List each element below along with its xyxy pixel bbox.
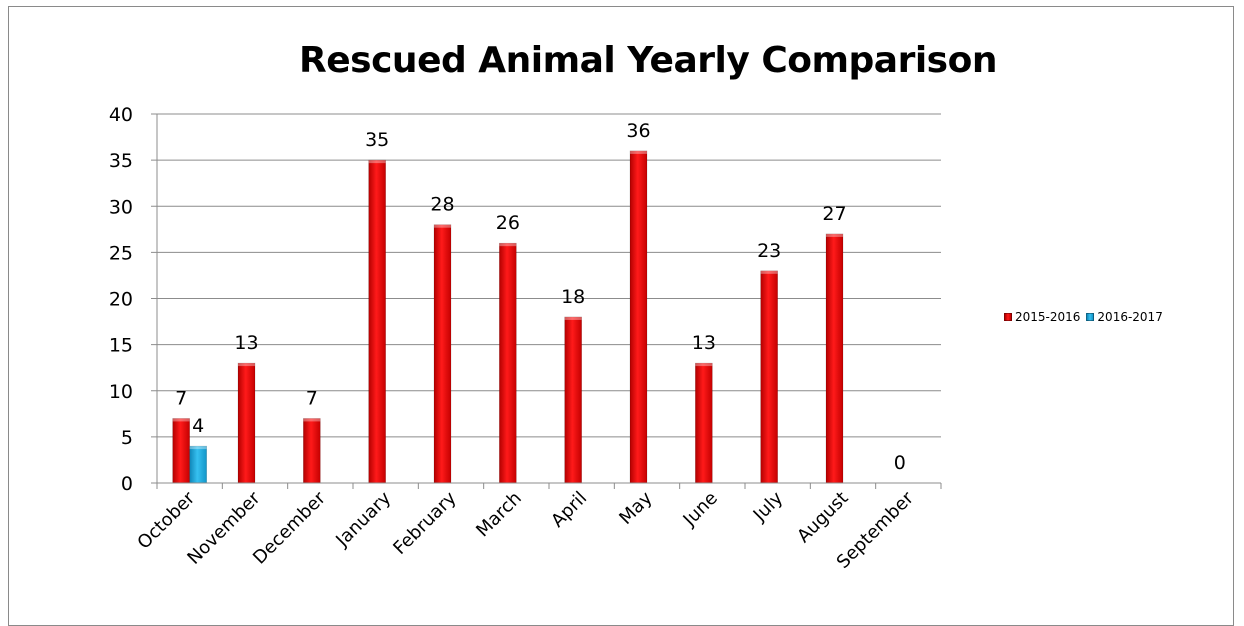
y-tick-label: 35 <box>109 150 133 172</box>
x-tick-label: May <box>615 487 656 528</box>
y-tick-label: 0 <box>121 473 133 495</box>
legend-item-series-2: 2016-2017 <box>1086 310 1163 324</box>
bar-highlight <box>760 270 778 274</box>
bar-series-1 <box>433 224 452 484</box>
x-tick-label: June <box>679 488 722 531</box>
y-tick-label: 15 <box>109 335 133 357</box>
legend-label-series-2: 2016-2017 <box>1097 310 1163 324</box>
x-tick-label: August <box>793 488 852 547</box>
data-label-series-1: 35 <box>365 129 389 151</box>
y-tick-label: 10 <box>109 381 133 403</box>
bar-series-1 <box>368 159 386 484</box>
y-axis-ticks: 0 5 10 15 20 25 30 35 40 <box>109 104 157 495</box>
bar-highlight <box>189 446 207 450</box>
data-label-series-2: 4 <box>192 415 204 437</box>
bar-highlight <box>826 233 843 237</box>
bar-highlight <box>434 224 451 228</box>
gridlines <box>157 113 941 438</box>
data-label-series-1: 36 <box>626 120 650 142</box>
y-tick-label: 5 <box>121 427 133 449</box>
data-label-series-1: 0 <box>894 452 906 474</box>
data-label-series-1: 7 <box>306 387 318 409</box>
data-label-series-1: 26 <box>496 212 520 234</box>
data-label-series-1: 18 <box>561 286 585 308</box>
bars <box>172 150 844 484</box>
bar-highlight <box>564 316 582 320</box>
legend-label-series-1: 2015-2016 <box>1015 310 1081 324</box>
bar-series-1 <box>499 242 517 484</box>
y-tick-label: 30 <box>109 196 133 218</box>
bar-series-1 <box>303 418 321 484</box>
data-label-series-1: 23 <box>757 240 781 262</box>
chart-frame <box>8 6 1234 626</box>
bar-series-1 <box>237 362 256 484</box>
data-label-series-1: 28 <box>430 194 454 216</box>
x-tick-label: October <box>133 487 199 553</box>
legend: 2015-2016 2016-2017 <box>1004 310 1169 324</box>
bar-series-1 <box>564 316 582 484</box>
y-tick-label: 40 <box>109 104 133 126</box>
bar-series-1 <box>760 270 778 484</box>
y-tick-label: 25 <box>109 242 133 264</box>
data-label-series-1: 7 <box>175 387 187 409</box>
x-tick-label: July <box>749 487 788 526</box>
data-label-series-1: 13 <box>692 332 716 354</box>
y-tick-label: 20 <box>109 289 133 311</box>
x-tick-label: February <box>389 487 460 558</box>
bar-highlight <box>172 418 190 422</box>
bar-highlight <box>303 418 321 422</box>
chart-title: Rescued Animal Yearly Comparison <box>299 40 997 81</box>
data-labels: 7 13 7 35 28 26 18 36 13 23 27 0 4 <box>175 120 906 474</box>
bar-highlight <box>630 150 647 154</box>
bar-highlight <box>238 363 255 367</box>
bar-highlight <box>368 160 386 164</box>
bar-highlight <box>695 363 713 367</box>
legend-item-series-1: 2015-2016 <box>1004 310 1080 324</box>
data-label-series-1: 13 <box>234 332 258 354</box>
bar-series-2 <box>189 445 207 484</box>
bar-series-1 <box>629 150 648 484</box>
legend-swatch-series-1 <box>1004 313 1012 321</box>
data-label-series-1: 27 <box>822 203 846 225</box>
x-tick-label: March <box>472 488 526 542</box>
bar-series-1 <box>695 362 713 484</box>
x-tick-label: January <box>331 487 395 551</box>
x-tick-label: April <box>547 488 591 532</box>
bar-highlight <box>499 243 517 247</box>
legend-swatch-series-2 <box>1086 313 1095 321</box>
bar-series-1 <box>825 233 844 484</box>
bar-series-1 <box>172 418 190 484</box>
